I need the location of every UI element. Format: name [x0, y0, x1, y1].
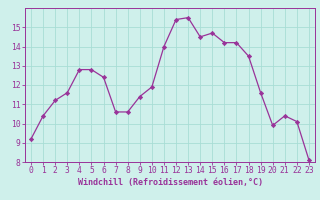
X-axis label: Windchill (Refroidissement éolien,°C): Windchill (Refroidissement éolien,°C): [77, 178, 262, 187]
